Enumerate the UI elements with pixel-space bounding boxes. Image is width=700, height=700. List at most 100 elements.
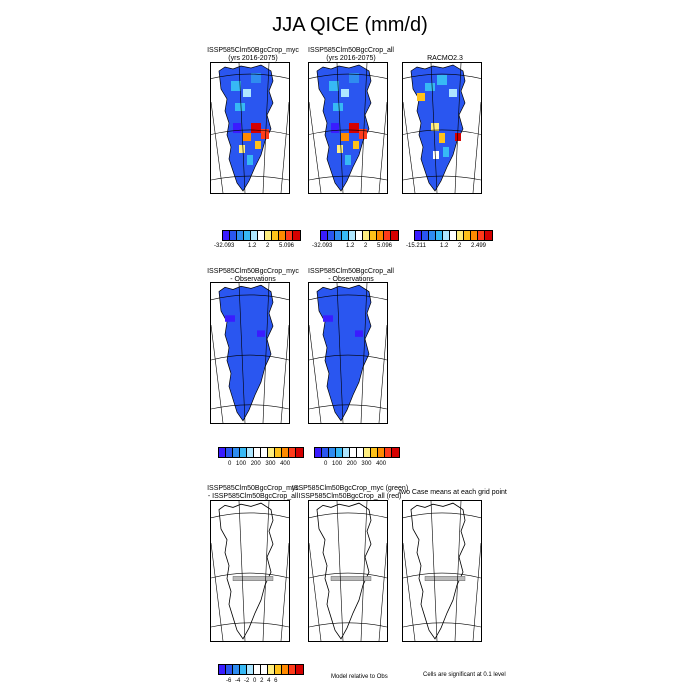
colorbar-swatch	[315, 448, 322, 457]
map-panel-compare	[308, 500, 388, 642]
colorbar-swatch	[268, 448, 275, 457]
colorbar-swatch	[247, 665, 254, 674]
colorbar-swatch	[349, 231, 356, 240]
colorbar-swatch	[282, 448, 289, 457]
colorbar-swatch	[357, 448, 364, 457]
colorbar-swatch	[272, 231, 279, 240]
colorbar-swatch	[240, 448, 247, 457]
colorbar-swatch	[392, 448, 399, 457]
map-panel-myc-obs	[210, 282, 290, 424]
cbar-label-min: -32.093	[214, 243, 235, 249]
colorbar-swatch	[279, 231, 286, 240]
colorbar-swatch	[364, 448, 371, 457]
colorbar-swatch	[254, 665, 261, 674]
colorbar-swatch	[450, 231, 457, 240]
colorbar-swatch	[485, 231, 492, 240]
colorbar-swatch	[377, 231, 384, 240]
map-panel-racmo	[402, 62, 482, 194]
colorbar-swatch	[244, 231, 251, 240]
colorbar-swatch	[384, 231, 391, 240]
colorbar-swatch	[342, 231, 349, 240]
colorbar-swatch	[261, 665, 268, 674]
cbar-label: 1.2	[346, 243, 355, 249]
colorbar-swatch	[282, 665, 289, 674]
note-significance: Cells are significant at 0.1 level	[423, 672, 506, 678]
colorbar-swatch	[237, 231, 244, 240]
colorbar-swatch	[258, 231, 265, 240]
panel-title-r1-1: ISSP585Clm50BgcCrop_myc (yrs 2016-2075)	[207, 47, 299, 62]
colorbar-swatch	[296, 448, 303, 457]
cbar-label: 1.2	[248, 243, 257, 249]
cbar-label-max: 5.096	[279, 243, 295, 249]
panel-title-r1-2: ISSP585Clm50BgcCrop_all (yrs 2016-2075)	[308, 47, 394, 62]
colorbar-swatch	[251, 231, 258, 240]
colorbar-swatch	[289, 665, 296, 674]
colorbar-swatch	[343, 448, 350, 457]
cbar-label-min: -32.093	[312, 243, 333, 249]
greenland-map-obs-all	[309, 283, 387, 423]
map-panel-all	[308, 62, 388, 194]
cbar-label: 2	[364, 243, 368, 249]
greenland-map-heat-all	[309, 63, 387, 193]
cbar-labels-r3: -6 -4 -2 0 2 4 6	[226, 678, 278, 684]
colorbar-swatch	[371, 448, 378, 457]
colorbar-swatch	[329, 448, 336, 457]
map-panel-myc	[210, 62, 290, 194]
cbar-label: 2	[458, 243, 462, 249]
colorbar-r2-2	[314, 447, 400, 458]
greenland-map-heat-myc	[211, 63, 289, 193]
colorbar-swatch	[350, 448, 357, 457]
panel-title-r1-3: RACMO2.3	[427, 55, 463, 62]
panel-title-r3-1: ISSP585Clm50BgcCrop_myc - ISSP585Clm50Bg…	[207, 485, 299, 500]
colorbar-swatch	[328, 231, 335, 240]
colorbar-r3	[218, 664, 304, 675]
greenland-map-outline-1	[211, 501, 289, 641]
colorbar-swatch	[322, 448, 329, 457]
map-panel-all-obs	[308, 282, 388, 424]
cbar-labels-r2-1: 0 100 200 300 400	[228, 461, 291, 467]
colorbar-swatch	[335, 231, 342, 240]
colorbar-swatch	[464, 231, 471, 240]
cbar-label-max: 5.096	[377, 243, 393, 249]
colorbar-swatch	[230, 231, 237, 240]
colorbar-r1-3	[414, 230, 493, 241]
colorbar-swatch	[321, 231, 328, 240]
cbar-labels-r2-2: 0 100 200 300 400	[324, 461, 387, 467]
colorbar-swatch	[223, 231, 230, 240]
colorbar-swatch	[289, 448, 296, 457]
colorbar-swatch	[261, 448, 268, 457]
colorbar-swatch	[422, 231, 429, 240]
colorbar-swatch	[240, 665, 247, 674]
colorbar-swatch	[254, 448, 261, 457]
colorbar-r2-1	[218, 447, 304, 458]
colorbar-swatch	[233, 448, 240, 457]
colorbar-swatch	[478, 231, 485, 240]
greenland-map-obs-myc	[211, 283, 289, 423]
colorbar-swatch	[457, 231, 464, 240]
colorbar-swatch	[233, 665, 240, 674]
colorbar-swatch	[275, 448, 282, 457]
colorbar-swatch	[391, 231, 398, 240]
colorbar-swatch	[436, 231, 443, 240]
colorbar-swatch	[336, 448, 343, 457]
note-model-relative: Model relative to Obs	[331, 674, 388, 680]
cbar-label-min: -15.211	[406, 243, 426, 249]
colorbar-swatch	[247, 448, 254, 457]
greenland-map-outline-2	[309, 501, 387, 641]
colorbar-swatch	[286, 231, 293, 240]
panel-title-r3-2: ISSP585Clm50BgcCrop_myc (green) ISSP585C…	[291, 485, 409, 500]
colorbar-swatch	[385, 448, 392, 457]
colorbar-swatch	[226, 665, 233, 674]
colorbar-r1-2	[320, 230, 399, 241]
colorbar-swatch	[370, 231, 377, 240]
map-panel-significance	[402, 500, 482, 642]
colorbar-swatch	[265, 231, 272, 240]
figure-title: JJA QICE (mm/d)	[272, 14, 428, 36]
colorbar-swatch	[378, 448, 385, 457]
panel-title-r2-2: ISSP585Clm50BgcCrop_all - Observations	[308, 268, 394, 283]
map-panel-diff	[210, 500, 290, 642]
colorbar-swatch	[356, 231, 363, 240]
colorbar-r1-1	[222, 230, 301, 241]
panel-title-r3-3: two Case means at each grid point	[399, 489, 507, 496]
colorbar-swatch	[429, 231, 436, 240]
